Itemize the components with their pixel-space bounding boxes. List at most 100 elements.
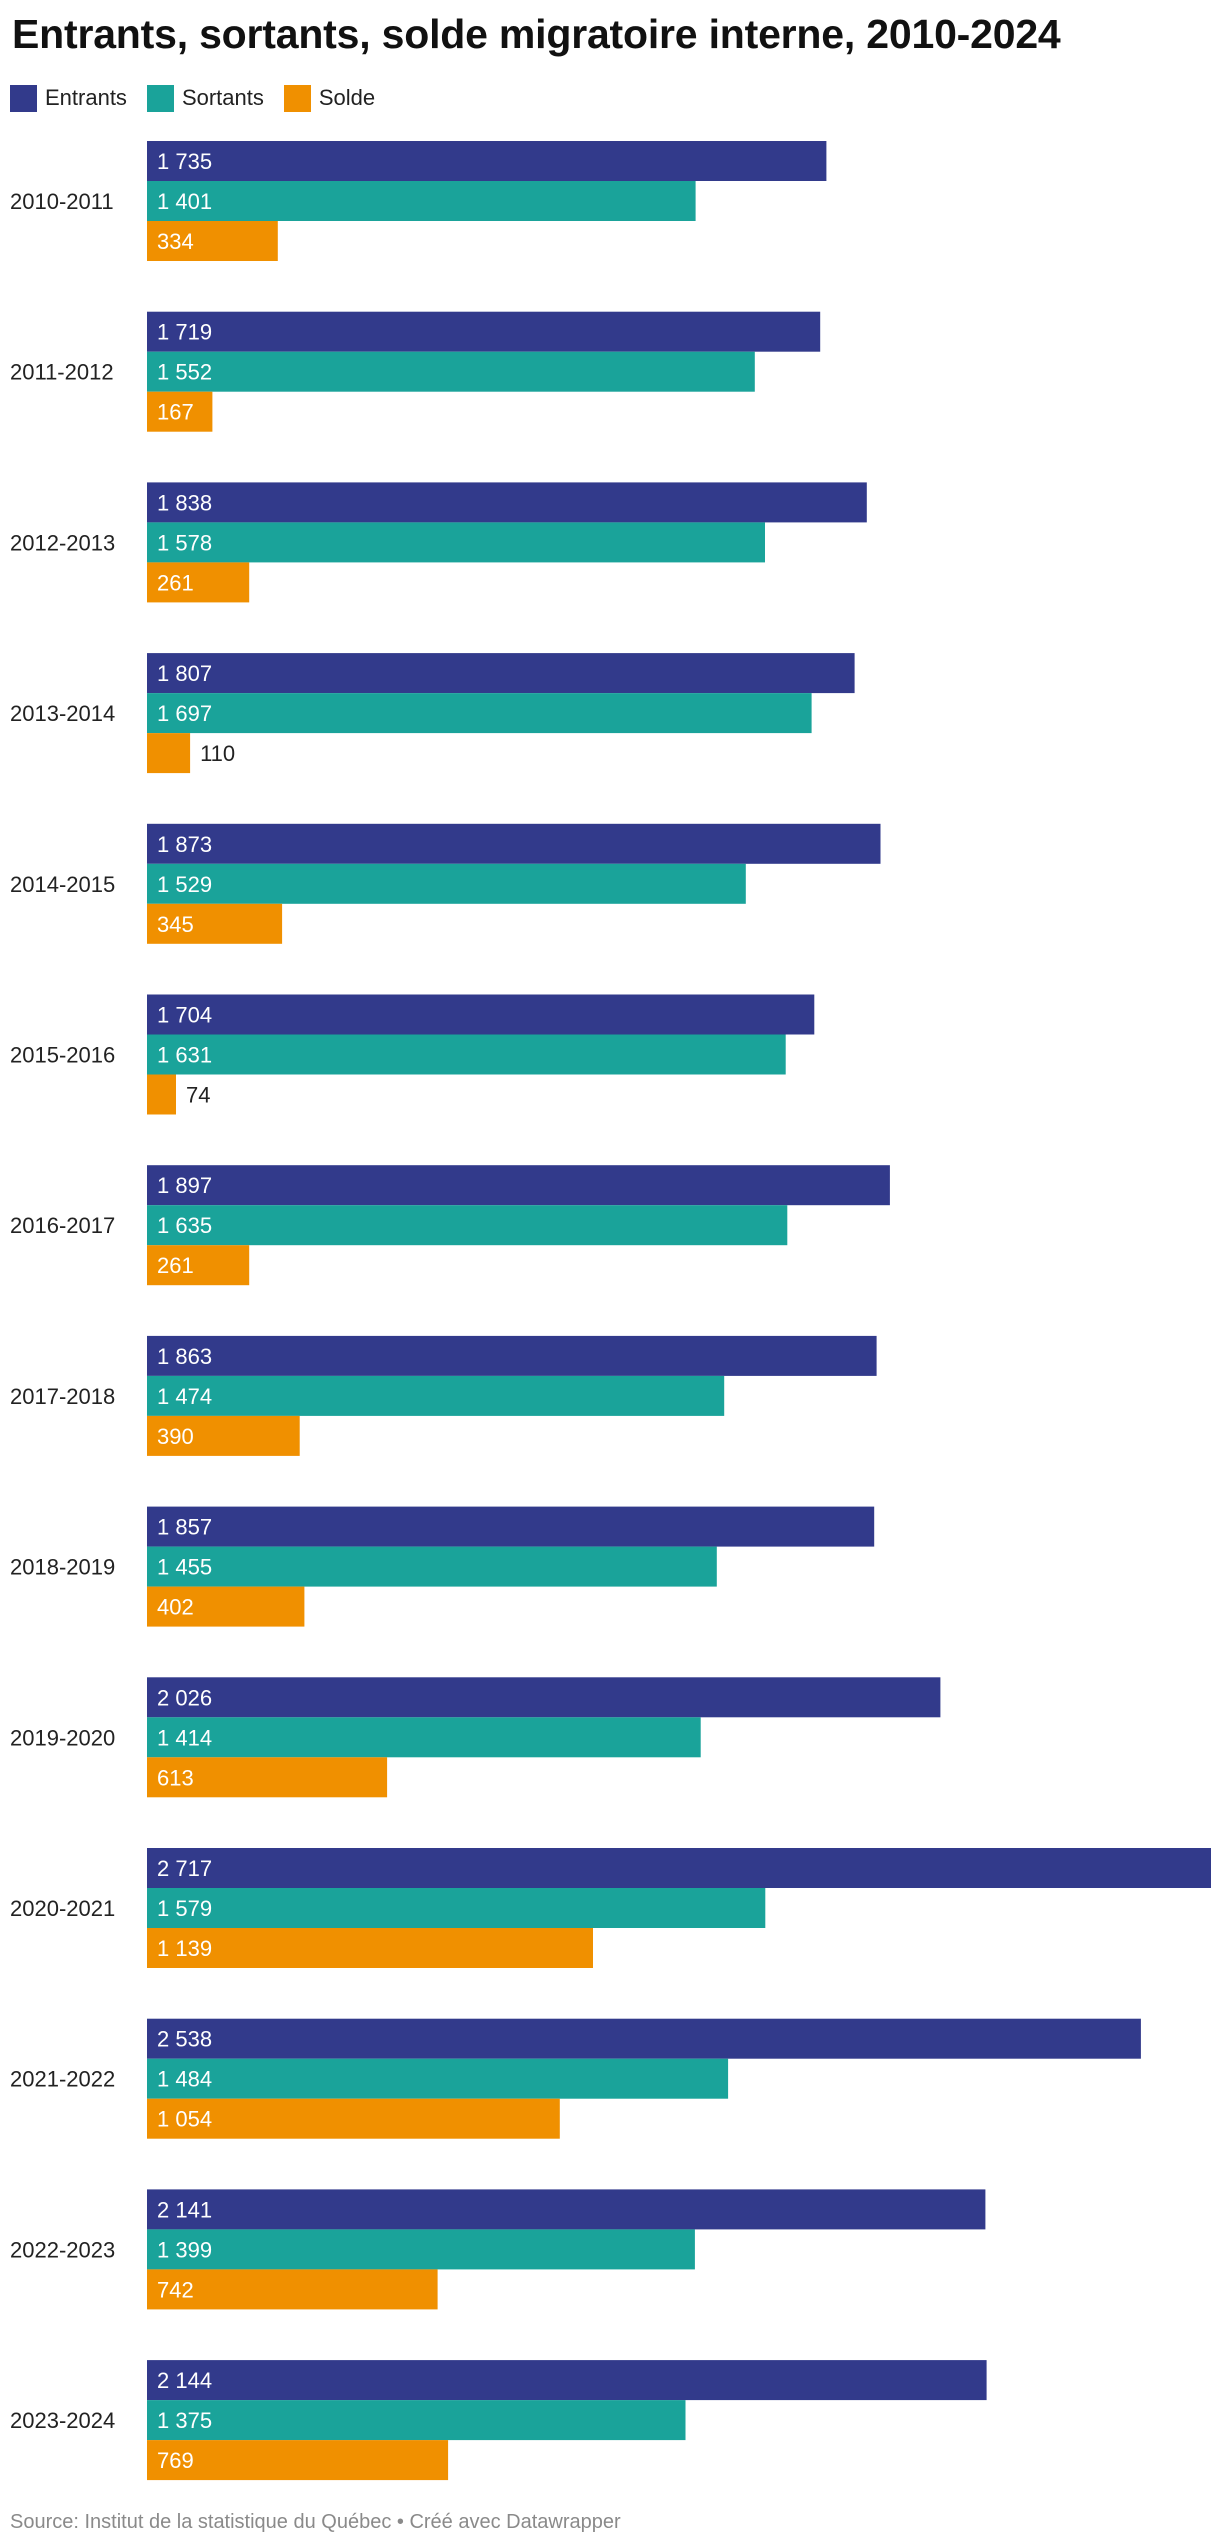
bar-group-2021-2022: 2021-2022 2 538 1 484 1 054 [10,2018,1141,2139]
category-label: 2015-2016 [10,1043,115,1068]
bar-solde [147,1074,176,1115]
value-label: 1 857 [157,1515,212,1540]
bar-group-2010-2011: 2010-2011 1 735 1 401 334 [10,141,827,261]
bar-entrants [147,2360,987,2401]
category-label: 2014-2015 [10,872,115,897]
bar-group-2011-2012: 2011-2012 1 719 1 552 167 [10,311,821,432]
chart-title: Entrants, sortants, solde migratoire int… [12,11,1061,57]
value-label: 769 [157,2448,194,2473]
bar-solde [147,562,250,603]
bar-entrants [147,1165,890,1206]
value-label: 334 [157,229,194,254]
legend-label-entrants: Entrants [45,85,127,110]
legend-item-solde: Solde [283,84,376,112]
value-label: 1 897 [157,1173,212,1198]
bar-group-2018-2019: 2018-2019 1 857 1 455 402 [10,1506,875,1627]
value-label: 2 538 [157,2027,212,2052]
bar-solde [147,221,278,261]
category-label: 2013-2014 [10,701,115,726]
bar-entrants [147,311,821,352]
category-label: 2016-2017 [10,1213,115,1238]
bar-solde [147,2440,449,2481]
value-label: 110 [200,741,235,766]
value-label: 1 704 [157,1003,212,1028]
value-label: 2 144 [157,2368,212,2393]
bar-entrants [147,994,815,1035]
bar-entrants [147,1335,877,1376]
bar-group-2023-2024: 2023-2024 2 144 1 375 769 [10,2360,987,2481]
value-label: 613 [157,1765,194,1790]
bar-sortants [147,181,696,221]
value-label: 1 054 [157,2107,212,2132]
legend-label-sortants: Sortants [181,85,264,110]
bar-group-2017-2018: 2017-2018 1 863 1 474 390 [10,1335,877,1456]
category-label: 2019-2020 [10,1725,115,1750]
value-label: 345 [157,912,194,937]
value-label: 1 863 [157,1344,212,1369]
bar-chart: 2010-2011 1 735 1 401 334 2011-2012 1 719 1 55… [10,141,1211,2481]
value-label: 1 735 [157,149,212,174]
bar-sortants [147,2400,686,2441]
category-label: 2020-2021 [10,1896,115,1921]
value-label: 1 139 [157,1936,212,1961]
bar-sortants [147,2058,729,2099]
value-label: 74 [186,1083,210,1108]
bar-solde [147,391,213,432]
bar-sortants [147,2229,695,2270]
category-label: 2017-2018 [10,1384,115,1409]
category-label: 2011-2012 [10,360,114,385]
value-label: 1 401 [157,189,212,214]
legend-swatch-sortants [146,84,174,112]
bar-entrants [147,2018,1141,2059]
value-label: 1 529 [157,872,212,897]
source-note: Source: Institut de la statistique du Qu… [10,2511,621,2533]
bar-group-2012-2013: 2012-2013 1 838 1 578 261 [10,482,867,603]
bar-group-2019-2020: 2019-2020 2 026 1 414 613 [10,1677,941,1798]
bar-sortants [147,522,765,563]
category-label: 2023-2024 [10,2408,115,2433]
bar-group-2022-2023: 2022-2023 2 141 1 399 742 [10,2189,986,2310]
legend-item-entrants: Entrants [10,84,127,112]
bar-solde [147,733,191,774]
value-label: 402 [157,1595,194,1620]
value-label: 261 [157,1253,194,1278]
bar-solde [147,1928,593,1968]
bar-sortants [147,1546,717,1587]
bar-solde [147,1245,250,1286]
category-label: 2022-2023 [10,2237,115,2262]
bar-entrants [147,1677,941,1718]
value-label: 167 [157,400,194,425]
bar-entrants [147,141,827,181]
legend-swatch-solde [283,84,311,112]
value-label: 1 399 [157,2237,212,2262]
legend: Entrants Sortants Solde [10,82,395,114]
bar-solde [147,2269,438,2310]
bar-sortants [147,1375,725,1416]
bar-solde [147,1586,305,1627]
value-label: 1 375 [157,2408,212,2433]
value-label: 1 578 [157,530,212,555]
bar-solde [147,1415,300,1456]
value-label: 2 026 [157,1685,212,1710]
category-label: 2010-2011 [10,189,114,214]
legend-label-solde: Solde [318,85,376,110]
value-label: 1 838 [157,490,212,515]
value-label: 742 [157,2277,194,2302]
value-label: 2 141 [157,2197,212,2222]
bar-entrants [147,2189,986,2230]
value-label: 1 474 [157,1384,212,1409]
value-label: 1 455 [157,1555,212,1580]
bar-sortants [147,1888,766,1928]
bar-solde [147,903,283,944]
category-label: 2018-2019 [10,1555,115,1580]
value-label: 390 [157,1424,194,1449]
value-label: 1 631 [157,1043,212,1068]
bar-group-2016-2017: 2016-2017 1 897 1 635 261 [10,1165,890,1286]
value-label: 2 717 [157,1856,212,1881]
bar-entrants [147,1506,875,1547]
value-label: 1 873 [157,832,212,857]
bar-group-2015-2016: 2015-2016 1 704 1 631 74 [10,994,815,1115]
bar-entrants [147,482,867,523]
bar-entrants [147,1848,1211,1888]
bar-solde [147,1757,388,1798]
